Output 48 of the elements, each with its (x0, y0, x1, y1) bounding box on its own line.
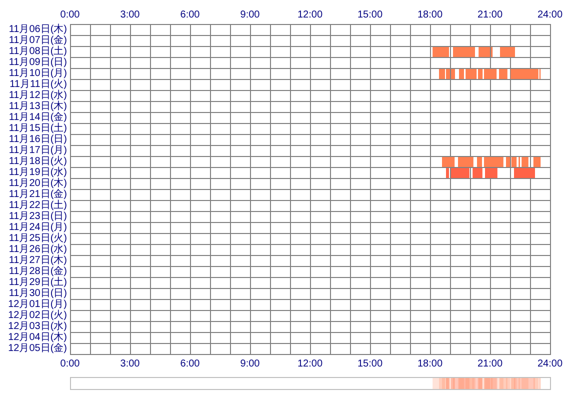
y-tick-label: 12月05日(金) (8, 343, 67, 354)
x-tick-label: 3:00 (120, 358, 140, 370)
x-tick-label: 9:00 (240, 358, 260, 370)
x2-tick-label: 6:00 (180, 10, 200, 20)
y-tick-label: 11月19日(水) (8, 167, 67, 178)
y-tick-label: 12月02日(火) (8, 310, 67, 321)
x-tick-label: 12:00 (297, 358, 323, 370)
y-tick-label: 11月18日(火) (8, 156, 67, 167)
x-tick-label: 6:00 (180, 358, 200, 370)
y-tick-label: 11月09日(日) (8, 57, 67, 68)
x2-tick-label: 0:00 (60, 10, 80, 20)
y-tick-label: 12月04日(木) (8, 332, 67, 343)
y-tick-label: 11月29日(土) (8, 277, 67, 288)
x2-tick-label: 18:00 (417, 10, 443, 20)
x-tick-label: 21:00 (477, 358, 503, 370)
y-tick-label: 11月30日(日) (8, 288, 67, 299)
y-tick-label: 11月10日(月) (8, 68, 67, 79)
y-tick-label: 11月21日(金) (8, 189, 67, 200)
y-tick-label: 11月11日(火) (10, 79, 67, 90)
x-tick-label: 18:00 (417, 358, 443, 370)
x2-tick-label: 15:00 (357, 10, 383, 20)
y-tick-label: 11月26日(水) (8, 244, 67, 255)
y-tick-label: 11月08日(土) (8, 46, 67, 57)
y-tick-label: 11月28日(金) (8, 266, 67, 277)
y-tick-label: 11月16日(日) (8, 134, 67, 145)
y-tick-label: 11月13日(木) (8, 101, 67, 112)
x-tick-label: 24:00 (537, 358, 563, 370)
y-tick-label: 11月23日(日) (8, 211, 67, 222)
x2-tick-label: 3:00 (120, 10, 140, 20)
y-tick-label: 11月22日(土) (8, 200, 67, 211)
y-tick-label: 11月24日(月) (8, 222, 67, 233)
x-tick-label: 0:00 (60, 358, 80, 370)
x2-tick-label: 21:00 (477, 10, 503, 20)
y-tick-label: 11月20日(木) (8, 178, 67, 189)
y-tick-label: 11月15日(土) (8, 123, 67, 134)
y-tick-label: 11月06日(木) (8, 24, 67, 35)
x-tick-label: 15:00 (357, 358, 383, 370)
x2-tick-label: 12:00 (297, 10, 323, 20)
y-tick-label: 11月14日(金) (8, 112, 67, 123)
y-tick-label: 11月25日(火) (8, 233, 67, 244)
y-tick-label: 11月07日(金) (8, 35, 67, 46)
x2-tick-label: 9:00 (240, 10, 260, 20)
y-tick-label: 11月12日(水) (8, 90, 67, 101)
y-tick-label: 12月01日(月) (8, 299, 67, 310)
y-tick-label: 11月17日(月) (8, 145, 67, 156)
y-tick-label: 11月27日(木) (8, 255, 67, 266)
y-tick-label: 12月03日(水) (8, 321, 67, 332)
x2-tick-label: 24:00 (537, 10, 563, 20)
